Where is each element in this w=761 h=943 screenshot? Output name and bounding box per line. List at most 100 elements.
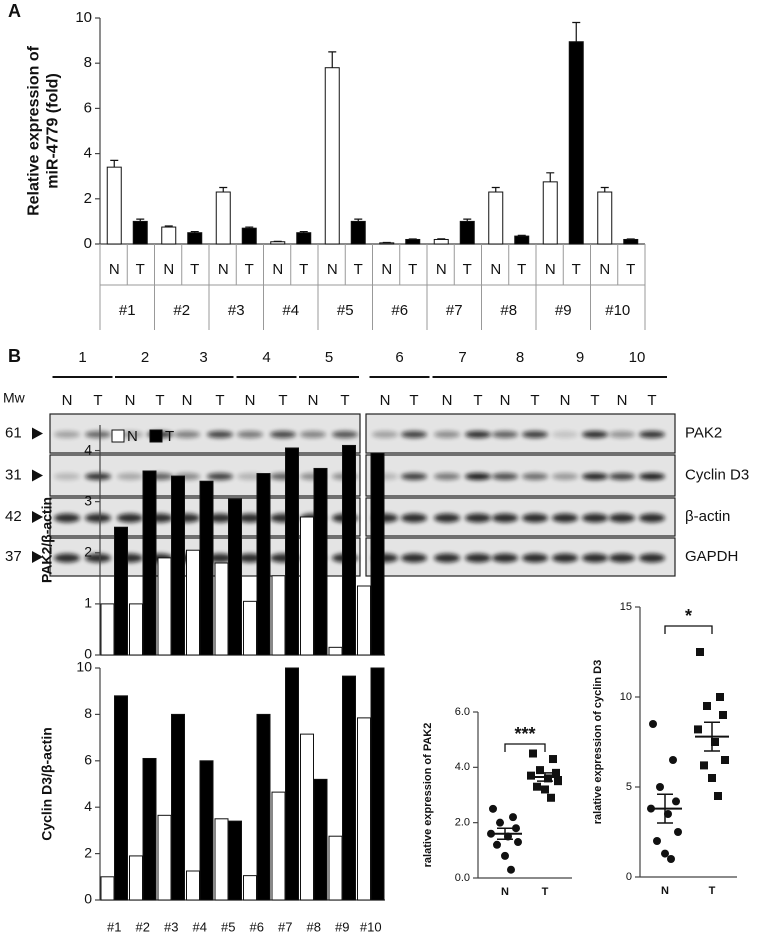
lane-label: N (182, 392, 193, 409)
lane-label: T (278, 392, 287, 409)
band (639, 431, 665, 438)
legend-label: T (165, 428, 174, 445)
band (609, 553, 635, 563)
band (609, 473, 635, 480)
y-tick-label: 0.0 (455, 872, 470, 884)
y-axis-label: ralative expression of cyclin D3 (592, 660, 604, 824)
x-tick-label: N (381, 261, 392, 278)
bar (542, 181, 558, 245)
x-tick-label: N (218, 261, 229, 278)
significance-label: * (685, 606, 692, 626)
x-tick-label: N (490, 261, 501, 278)
lane-number: 10 (629, 349, 646, 366)
legend-swatch (111, 429, 125, 443)
x-tick-label: T (572, 261, 581, 278)
band (332, 431, 358, 438)
y-axis-label: Relative expression of (26, 45, 43, 216)
point (529, 749, 537, 758)
x-group-label: #5 (337, 302, 354, 319)
significance-bracket (504, 743, 546, 752)
lane-label: T (155, 392, 164, 409)
bar (171, 713, 185, 901)
x-group-label: #8 (500, 302, 517, 319)
y-tick-label: 10 (620, 691, 632, 703)
y-axis-label: PAK2/β-actin (39, 497, 55, 583)
band (54, 473, 80, 480)
band (174, 431, 200, 438)
band (465, 553, 491, 563)
lane-label: T (409, 392, 418, 409)
bar (100, 876, 115, 901)
x-tick-label: T (408, 261, 417, 278)
bar (597, 191, 613, 245)
band (54, 553, 80, 563)
point (664, 810, 672, 818)
bar (350, 220, 366, 245)
protein-label: GAPDH (685, 548, 738, 565)
y-tick-label: 4 (84, 441, 92, 457)
point (536, 766, 544, 775)
bar (514, 235, 530, 245)
x-group-label: #4 (282, 302, 299, 319)
point (694, 725, 702, 734)
point (493, 840, 501, 849)
bar (114, 695, 128, 901)
band (434, 431, 460, 438)
error-bar (437, 238, 446, 240)
error-bar (572, 21, 581, 42)
lane-label: T (473, 392, 482, 409)
band (552, 431, 578, 438)
x-tick-label: N (545, 261, 556, 278)
band (401, 553, 427, 563)
x-tick-label: T (517, 261, 526, 278)
lane-number: 1 (78, 349, 86, 366)
x-tick-label: N (163, 261, 174, 278)
x-tick-label: #10 (360, 919, 382, 934)
x-group-label: #9 (555, 302, 572, 319)
point (527, 771, 535, 780)
y-tick-label: 8 (84, 705, 92, 721)
band (300, 431, 326, 438)
point (674, 828, 682, 836)
band (582, 553, 608, 563)
lane-number: 8 (516, 349, 524, 366)
point (703, 702, 711, 710)
protein-label: β-actin (685, 508, 730, 525)
x-tick-label: #9 (335, 919, 349, 934)
bar (228, 498, 242, 656)
band (434, 513, 460, 523)
error-bar (110, 159, 119, 168)
band (609, 513, 635, 523)
lane-label: T (647, 392, 656, 409)
bar (328, 835, 343, 901)
x-tick-label: N (109, 261, 120, 278)
lane-label: N (245, 392, 256, 409)
protein-label: Cyclin D3 (685, 466, 749, 483)
x-group-label: #3 (228, 302, 245, 319)
mw-value: 61 (5, 424, 22, 441)
band (54, 431, 80, 438)
band (434, 553, 460, 563)
bar (285, 667, 299, 901)
band (117, 473, 143, 480)
point (667, 855, 675, 863)
lane-label: N (125, 392, 136, 409)
point (496, 818, 504, 827)
bar (171, 475, 185, 656)
blot-panel (366, 414, 675, 576)
x-tick-label: N (599, 261, 610, 278)
band (401, 513, 427, 523)
x-tick-label: N (272, 261, 283, 278)
x-group-label: #7 (446, 302, 463, 319)
band (434, 473, 460, 480)
mw-value: 37 (5, 548, 22, 565)
y-tick-label: 10 (76, 659, 92, 675)
lane-label: N (617, 392, 628, 409)
y-tick-label: 0 (84, 235, 92, 252)
band (401, 473, 427, 480)
x-tick-label: #6 (250, 919, 264, 934)
bar (405, 238, 421, 245)
x-tick-label: #7 (278, 919, 292, 934)
significance-bracket (664, 625, 713, 634)
y-tick-label: 6 (84, 99, 92, 116)
